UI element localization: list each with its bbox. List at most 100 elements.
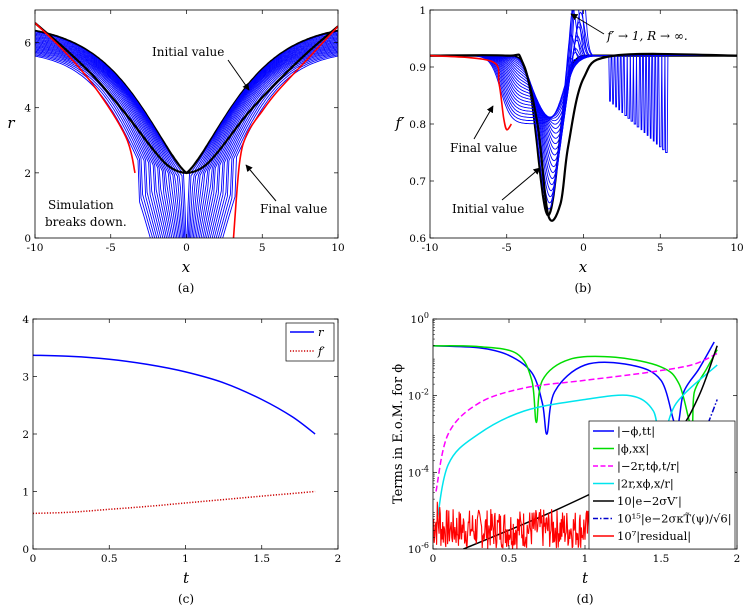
panel-a-ytick-label: 6 [24,38,31,50]
panel-a-xtick-label: 10 [331,242,344,254]
panel-a-plot-area [35,22,338,238]
panel-a-arrow-final [245,164,277,202]
panel-b-ytick-label: 0.9 [409,62,426,74]
panel-c-xtick-label: 1 [182,553,189,565]
panel-a-line-intermediate [35,36,338,238]
panel-c-legend-label-r: r [318,325,325,339]
panel-b-line-intermediate [430,55,737,186]
panel-d-ticks: 0 0.5 1 1.5 2 10-6 10-4 10-2 100 [408,311,741,565]
panel-d-legend: |−ϕ,tt| |ϕ,xx| |−2r,tϕ,t/r| |2r,xϕ,x/r| 10|e… [588,420,736,550]
panel-d-legend-label: |2r,xϕ,x/r| [617,477,674,492]
panel-a-caption: (a) [178,281,195,295]
panel-d-ytick-label: 100 [411,311,429,326]
panel-c-xtick-label: 0 [30,553,37,565]
panel-a-line-intermediate [35,43,338,238]
panel-a-series-1 [35,22,136,174]
panel-d-legend-label: 10|e−2σV′| [617,494,682,509]
panel-c-xtick-label: 0.5 [101,553,118,565]
panel-b-arrow-final [473,105,494,140]
panel-d-legend-box [588,420,736,550]
panel-b-annotation-bg [604,24,710,46]
panel-b-line-intermediate [430,55,737,192]
panel-a-line-intermediate [35,47,338,238]
panel-d-ytick-label: 10-4 [408,464,429,479]
panel-b-line-intermediate [430,55,737,156]
panel-a-line-intermediate [35,34,338,238]
panel-d-xtick-label: 1.5 [653,553,670,565]
panel-a-line-intermediate [35,55,338,238]
panel-a: -10 -5 0 5 10 0 2 4 6 x r (a) Initial value Fina… [7,9,345,295]
panel-a-ticks: -10 -5 0 5 10 0 2 4 6 [24,10,345,254]
panel-d-ylabel: Terms in E.o.M. for ϕ [391,364,406,504]
panel-c-ytick-label: 1 [22,487,29,499]
panel-a-series-2 [232,25,338,238]
panel-c-xtick-label: 2 [335,553,342,565]
panel-b-arrow-limit [570,13,605,35]
panel-d-ytick-label: 10-6 [408,541,429,556]
panel-d-xtick-label: 2 [734,553,741,565]
panel-c-legend: r f′ [285,322,335,362]
panel-d-xtick-label: 0.5 [501,553,518,565]
panel-d-series-6 [433,501,593,549]
panel-d-series-1 [433,345,718,428]
panel-b-series-0 [430,52,737,222]
panel-a-annotation-initial: Initial value [152,45,224,59]
panel-b-ytick-label: 0.7 [409,176,426,188]
panel-b-ticks: -10 -5 0 5 10 0.6 0.7 0.8 0.9 1 [409,5,743,254]
panel-a-line-intermediate [35,32,338,238]
panel-d-xtick-label: 0 [430,553,437,565]
panel-a-line-intermediate [35,45,338,238]
panel-b-line-intermediate [430,55,737,174]
panel-b-caption: (b) [574,281,591,295]
panel-d-ytick-label: 10-2 [408,388,429,403]
panel-a-ytick-label: 4 [24,103,31,115]
panel-d-xtick-label: 1 [582,553,589,565]
panel-d-legend-label: 10⁷|residual| [617,529,691,544]
panel-d-legend-label: 10¹⁵|e−2σκT̃(ψ)/√6| [617,512,732,527]
panel-c-legend-box [285,322,335,362]
panel-b-xtick-label: 0 [580,242,587,254]
panel-b-line-intermediate [430,52,737,139]
panel-c-caption: (c) [178,592,194,606]
panel-a-xtick-label: -10 [27,242,44,254]
panel-d-legend-label: |ϕ,xx| [617,442,649,457]
panel-c-ytick-label: 3 [22,372,29,384]
panel-b-xtick-label: 10 [730,242,743,254]
panel-d-series-2 [435,352,718,492]
panel-c-ticks: 0 0.5 1 1.5 2 0 1 2 3 4 [22,314,341,565]
panel-b-ytick-label: 1 [419,5,426,17]
panel-b-xtick-label: -5 [502,242,512,254]
panel-b-series-1 [430,54,513,131]
panel-a-line-intermediate [35,41,338,238]
panel-c-plot-area [32,354,316,515]
panel-d: 0 0.5 1 1.5 2 10-6 10-4 10-2 100 t Terms in E.o.… [391,311,740,606]
panel-c: 0 0.5 1 1.5 2 0 1 2 3 4 t (c) r f′ [22,314,341,606]
panel-a-line-intermediate [35,40,338,238]
panel-c-series-fprime [32,490,316,515]
panel-b-annotation-limit: f′ → 1, R → ∞. [606,29,688,43]
panel-b-plot-area [430,10,737,222]
panel-a-xtick-label: 0 [183,242,190,254]
panel-a-annotation-breaks-2: breaks down. [45,215,127,229]
panel-a-line-intermediate [35,31,338,238]
panel-b: -10 -5 0 5 10 0.6 0.7 0.8 0.9 1 x f′ (b) f′ → 1, … [395,5,744,295]
panel-b-annotation-final: Final value [450,141,517,155]
panel-c-ytick-label: 2 [22,429,29,441]
panel-a-line-intermediate [35,33,338,238]
panel-a-ytick-label: 0 [24,233,31,245]
panel-a-ylabel: r [7,114,15,132]
panel-a-xtick-label: 5 [259,242,266,254]
panel-b-ylabel: f′ [395,114,406,132]
panel-c-series-r [32,354,316,435]
panel-a-arrow-initial [227,59,250,91]
panel-d-legend-label: |−ϕ,tt| [617,424,655,439]
panel-a-xlabel: x [182,258,191,276]
panel-b-xtick-label: -10 [422,242,439,254]
panel-a-line-intermediate [35,46,338,238]
panel-b-annotation-initial: Initial value [452,202,524,216]
panel-a-xtick-label: -5 [106,242,116,254]
panel-a-annotation-final: Final value [260,202,327,216]
panel-c-legend-label-fprime: f′ [317,344,325,358]
panel-b-ytick-label: 0.8 [409,119,426,131]
